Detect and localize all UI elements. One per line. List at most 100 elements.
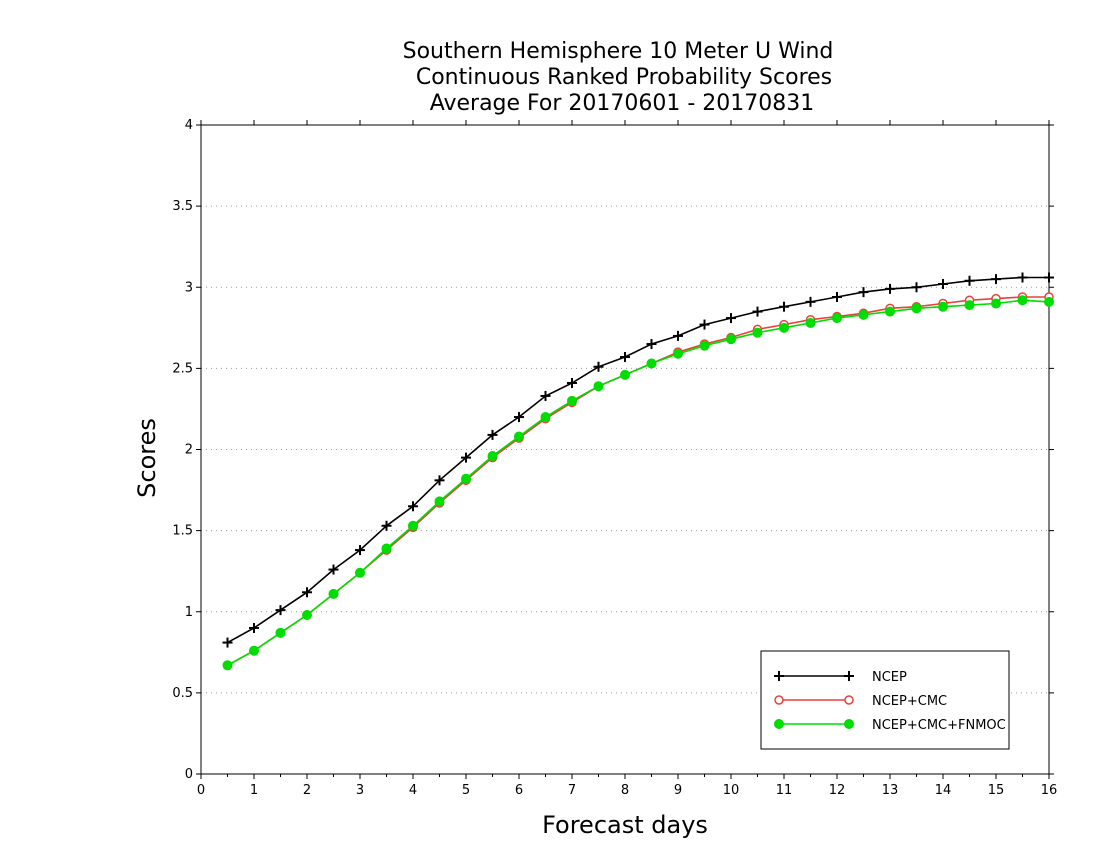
data-point-0-20: [752, 306, 763, 317]
data-point-0-3: [302, 587, 312, 598]
data-point-0-27: [938, 279, 948, 290]
x-tick-label-13: 13: [882, 783, 899, 798]
data-point-0-31: [1044, 272, 1054, 283]
y-tick-label-8: 4: [185, 118, 193, 133]
series-group: [222, 272, 1054, 671]
data-point-0-10: [487, 429, 498, 440]
data-point-2-3: [302, 609, 312, 620]
data-point-2-19: [726, 334, 736, 345]
data-point-2-4: [328, 588, 339, 599]
data-point-2-12: [540, 412, 551, 423]
y-tick-label-0: 0: [185, 767, 193, 782]
data-point-0-29: [991, 274, 1001, 285]
data-point-2-28: [964, 300, 975, 311]
data-point-0-26: [911, 282, 922, 293]
legend-marker-start-2: [774, 719, 784, 729]
data-point-2-22: [805, 317, 816, 328]
series-2: [222, 295, 1054, 671]
data-point-2-20: [752, 327, 763, 338]
data-point-0-19: [726, 313, 736, 324]
y-axis: 0 0.5 1 1.5 2 2.5 3 3.5 4: [172, 118, 1054, 782]
x-axis: 0 1 2 3 4 5 6 7 8 9 10 11 12 13 14 15 16: [197, 120, 1057, 798]
data-point-0-11: [514, 412, 524, 423]
grid-lines: [201, 205, 1049, 694]
series-line-2: [227, 299, 1050, 667]
chart-title-line-1: Southern Hemisphere 10 Meter U Wind: [403, 39, 834, 64]
x-tick-label-6: 6: [515, 783, 523, 798]
y-tick-label-1: 0.5: [172, 686, 193, 701]
data-point-2-16: [646, 358, 657, 369]
data-point-2-17: [673, 348, 683, 359]
chart-title-line-2: Continuous Ranked Probability Scores: [416, 65, 832, 90]
data-point-0-12: [540, 390, 551, 401]
x-tick-label-16: 16: [1041, 783, 1058, 798]
x-tick-label-5: 5: [462, 783, 470, 798]
x-axis-title: Forecast days: [542, 811, 708, 839]
data-point-0-25: [885, 283, 895, 294]
legend: NCEP NCEP+CMC NCEP+CMC+FNMOC: [760, 650, 1010, 750]
legend-marker-start-0: [774, 671, 784, 681]
data-point-0-30: [1017, 272, 1028, 283]
legend-marker-end-2: [844, 719, 854, 729]
data-point-2-10: [487, 450, 498, 461]
data-point-0-2: [275, 605, 286, 616]
data-point-0-16: [646, 339, 657, 350]
data-point-0-14: [593, 361, 604, 372]
data-point-2-27: [938, 301, 948, 312]
data-point-2-13: [567, 395, 577, 406]
data-point-2-21: [779, 322, 789, 333]
y-tick-label-3: 1.5: [172, 524, 193, 539]
data-point-0-13: [567, 377, 577, 388]
data-point-0-17: [673, 330, 683, 341]
series-line-0: [227, 276, 1049, 644]
legend-marker-start-1: [774, 695, 784, 705]
data-point-2-5: [355, 567, 365, 578]
data-point-0-18: [699, 319, 710, 330]
data-point-0-24: [858, 287, 869, 298]
data-point-2-1: [249, 645, 259, 656]
data-point-2-26: [911, 303, 922, 314]
data-point-0-23: [832, 291, 842, 302]
chart-title-line-3: Average For 20170601 - 20170831: [430, 91, 815, 116]
y-tick-label-4: 2: [185, 443, 193, 458]
legend-label-1: NCEP+CMC: [872, 694, 947, 709]
y-tick-label-7: 3.5: [172, 199, 193, 214]
data-point-0-9: [461, 452, 471, 463]
data-point-2-7: [408, 520, 418, 531]
x-tick-label-0: 0: [197, 783, 205, 798]
x-tick-label-10: 10: [723, 783, 740, 798]
data-point-2-29: [991, 298, 1001, 309]
y-tick-label-6: 3: [185, 280, 193, 295]
x-tick-label-2: 2: [303, 783, 311, 798]
x-tick-label-1: 1: [250, 783, 258, 798]
data-point-2-2: [275, 627, 286, 638]
x-tick-label-9: 9: [674, 783, 682, 798]
data-point-2-6: [381, 543, 392, 554]
data-point-2-24: [858, 309, 869, 320]
data-point-2-14: [593, 381, 604, 392]
legend-marker-end-0: [844, 671, 854, 681]
data-point-2-8: [434, 496, 445, 507]
data-point-2-23: [832, 313, 842, 324]
data-point-0-0: [222, 637, 233, 648]
series-line-1: [227, 296, 1049, 667]
data-point-0-8: [434, 475, 445, 486]
x-tick-label-7: 7: [568, 783, 576, 798]
data-point-2-25: [885, 306, 895, 317]
data-point-2-15: [620, 369, 630, 380]
data-point-0-6: [381, 520, 392, 531]
data-point-0-4: [328, 564, 339, 575]
series-1: [222, 292, 1054, 671]
data-point-0-28: [964, 275, 975, 286]
x-tick-label-12: 12: [829, 783, 846, 798]
data-point-0-1: [249, 622, 259, 633]
data-point-0-15: [620, 352, 630, 363]
data-point-2-31: [1044, 296, 1054, 307]
x-tick-label-8: 8: [621, 783, 629, 798]
data-point-0-22: [805, 296, 816, 307]
x-tick-label-11: 11: [776, 783, 793, 798]
data-point-2-18: [699, 340, 710, 351]
legend-label-2: NCEP+CMC+FNMOC: [872, 718, 1006, 733]
y-axis-title: Scores: [133, 418, 161, 498]
